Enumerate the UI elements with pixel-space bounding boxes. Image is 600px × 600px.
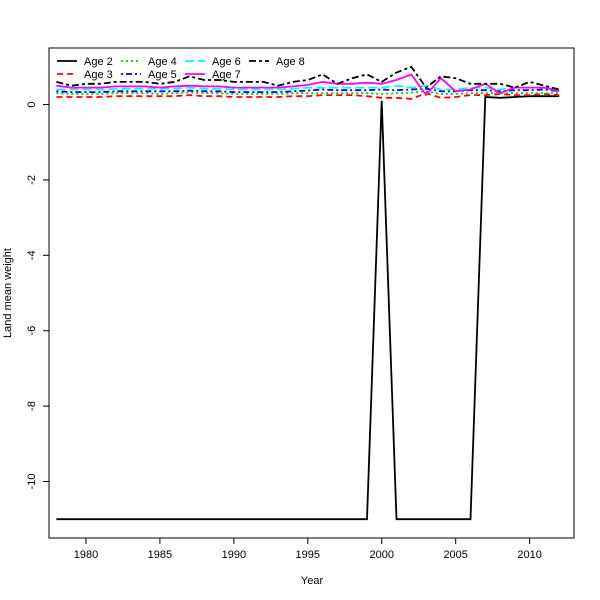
legend-label: Age 4 xyxy=(148,56,177,68)
series-group xyxy=(56,65,560,521)
legend-label: Age 5 xyxy=(148,69,177,81)
plot-frame xyxy=(48,47,575,539)
y-axis: 0 -2 -4 -6 -8 -10 xyxy=(26,101,49,489)
series-line-8 xyxy=(56,65,560,91)
x-tick-label: 2000 xyxy=(370,549,394,561)
y-tick-label: -2 xyxy=(26,175,38,185)
x-tick-label: 2005 xyxy=(443,549,467,561)
x-tick-label: 1990 xyxy=(222,549,246,561)
series-line-7 xyxy=(56,73,560,97)
legend-label: Age 6 xyxy=(212,56,241,68)
series-line-2 xyxy=(56,95,560,521)
legend-label: Age 7 xyxy=(212,69,241,81)
x-tick-label: 1995 xyxy=(296,549,320,561)
y-tick-label: 0 xyxy=(26,101,38,107)
series-line-3 xyxy=(56,92,560,100)
y-tick-label: -10 xyxy=(26,474,38,490)
x-tick-label: 2010 xyxy=(517,549,541,561)
series-line-5 xyxy=(56,87,560,93)
series-line-4 xyxy=(56,90,560,95)
x-tick-label: 1985 xyxy=(148,549,172,561)
legend-label: Age 2 xyxy=(84,56,113,68)
y-tick-label: -4 xyxy=(26,250,38,260)
y-tick-label: -8 xyxy=(26,401,38,411)
y-tick-label: -6 xyxy=(26,326,38,336)
x-tick-label: 1980 xyxy=(74,549,98,561)
x-axis-title: Year xyxy=(301,575,324,587)
legend-label: Age 8 xyxy=(276,56,305,68)
legend-label: Age 3 xyxy=(84,69,113,81)
y-axis-title: Land mean weight xyxy=(2,248,14,338)
x-axis: 1980 1985 1990 1995 2000 2005 2010 xyxy=(74,538,542,561)
